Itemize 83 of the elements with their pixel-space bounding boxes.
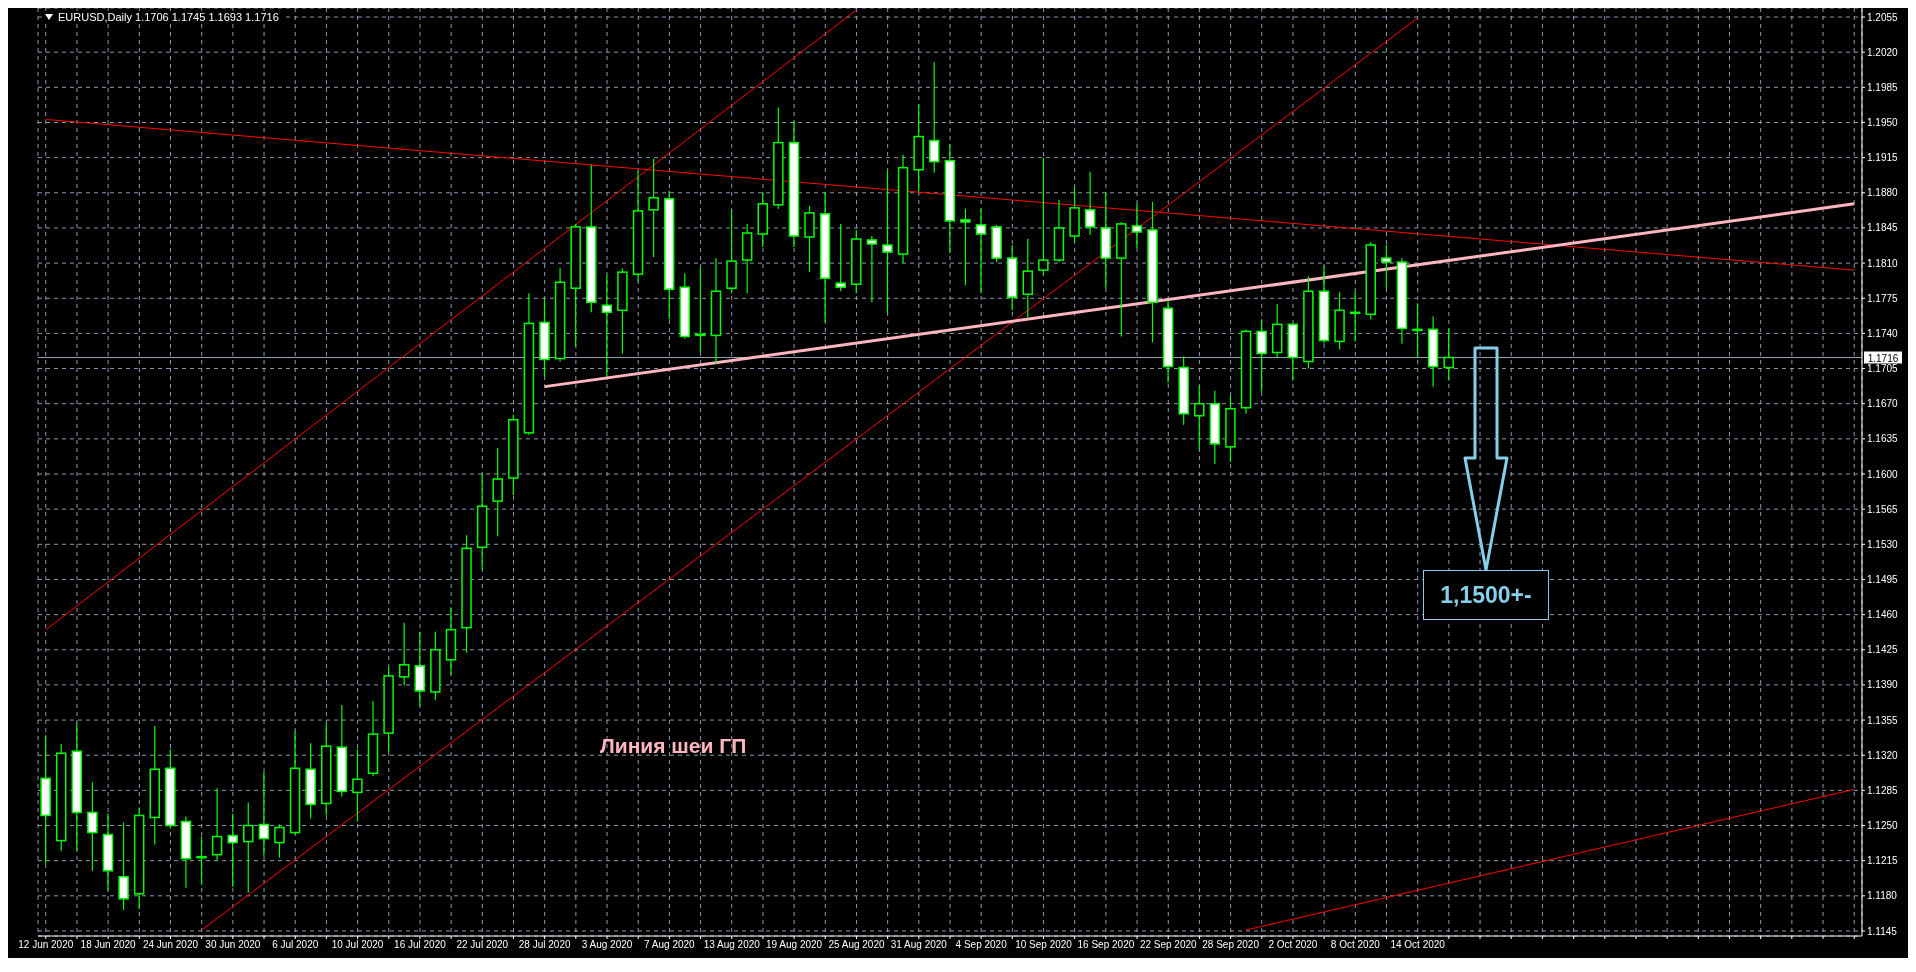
y-tick-label: 1.1285 <box>1867 784 1899 796</box>
y-tick-label: 1.1390 <box>1867 679 1899 691</box>
y-tick-label: 1.2055 <box>1867 11 1899 23</box>
y-tick-label: 1.2020 <box>1867 46 1899 58</box>
x-tick-label: 30 Jun 2020 <box>205 939 261 951</box>
candlestick <box>1194 385 1205 450</box>
x-tick-label: 7 Aug 2020 <box>644 939 696 951</box>
x-tick-label: 10 Jul 2020 <box>331 939 384 951</box>
candlestick <box>118 821 129 911</box>
y-tick-label: 1.1740 <box>1867 327 1899 339</box>
candlestick <box>1038 157 1049 276</box>
x-tick-label: 22 Jul 2020 <box>456 939 509 951</box>
ref-line-label: 1.1716 <box>1867 352 1899 364</box>
y-tick-label: 1.1705 <box>1867 363 1899 375</box>
y-tick-label: 1.1145 <box>1867 925 1898 937</box>
candlestick <box>928 61 940 174</box>
candlestick <box>352 748 363 823</box>
candlestick <box>866 235 878 303</box>
candlestick <box>211 787 223 862</box>
candlestick <box>274 823 285 859</box>
candlestick <box>601 274 613 378</box>
x-tick-label: 19 Aug 2020 <box>766 939 823 951</box>
x-tick-label: 6 Jul 2020 <box>272 939 319 951</box>
candlestick <box>882 169 893 314</box>
x-tick-label: 12 Jun 2020 <box>18 939 74 951</box>
x-tick-label: 4 Sep 2020 <box>955 939 1008 951</box>
candlestick <box>243 801 254 894</box>
candlestick <box>196 835 207 886</box>
y-tick-label: 1.1915 <box>1867 152 1899 164</box>
candlestick <box>960 208 971 286</box>
y-tick-label: 1.1845 <box>1867 222 1899 234</box>
candlestick <box>258 771 270 857</box>
y-tick-label: 1.1810 <box>1867 257 1899 269</box>
candlestick <box>492 447 503 537</box>
y-tick-label: 1.1985 <box>1867 81 1899 93</box>
y-tick-label: 1.1775 <box>1867 292 1899 304</box>
y-tick-label: 1.1215 <box>1867 855 1899 867</box>
candlestick <box>1443 327 1454 382</box>
y-tick-label: 1.1250 <box>1867 820 1899 832</box>
y-tick-label: 1.1565 <box>1867 503 1899 515</box>
y-tick-label: 1.1880 <box>1867 187 1899 199</box>
candlestick <box>1256 318 1267 393</box>
x-tick-label: 18 Jun 2020 <box>80 939 137 951</box>
x-tick-label: 31 Aug 2020 <box>890 939 948 951</box>
y-tick-label: 1.1320 <box>1867 749 1899 761</box>
x-tick-label: 22 Sep 2020 <box>1139 939 1198 951</box>
x-tick-label: 3 Aug 2020 <box>581 939 633 951</box>
candlestick <box>1131 203 1143 249</box>
chart-title: EURUSD,Daily 1.1706 1.1745 1.1693 1.1716 <box>58 11 279 23</box>
candlestick <box>975 208 987 294</box>
y-tick-label: 1.1180 <box>1867 890 1898 902</box>
candlestick <box>1381 244 1392 289</box>
annotation: Линия шеи ГП <box>600 734 747 758</box>
x-tick-label: 28 Jul 2020 <box>518 939 571 951</box>
annotation: 1,1500+- <box>1423 570 1549 620</box>
candlestick <box>227 812 238 888</box>
y-tick-label: 1.1460 <box>1867 609 1899 621</box>
y-tick-label: 1.1495 <box>1867 574 1899 586</box>
x-tick-label: 16 Sep 2020 <box>1077 939 1135 951</box>
candlestick <box>1022 238 1034 318</box>
candlestick <box>398 622 410 686</box>
y-tick-label: 1.1425 <box>1867 644 1899 656</box>
y-tick-label: 1.1950 <box>1867 117 1899 129</box>
x-tick-label: 28 Sep 2020 <box>1202 939 1260 951</box>
candlestick <box>835 223 846 292</box>
candlestick <box>1084 171 1096 236</box>
candlestick <box>87 781 98 872</box>
x-tick-label: 10 Sep 2020 <box>1015 939 1073 951</box>
y-tick-label: 1.1670 <box>1867 398 1899 410</box>
x-tick-label: 24 Jun 2020 <box>142 939 199 951</box>
candlestick <box>648 158 659 258</box>
candlestick <box>695 266 706 354</box>
x-tick-label: 13 Aug 2020 <box>703 939 761 951</box>
x-tick-label: 2 Oct 2020 <box>1268 939 1318 951</box>
y-tick-label: 1.1355 <box>1867 714 1899 726</box>
x-tick-label: 8 Oct 2020 <box>1330 939 1381 951</box>
x-tick-label: 25 Aug 2020 <box>828 939 885 951</box>
y-tick-label: 1.1635 <box>1867 433 1899 445</box>
candlestick <box>1412 302 1423 359</box>
y-tick-label: 1.1600 <box>1867 468 1899 480</box>
y-tick-label: 1.1530 <box>1867 538 1899 550</box>
x-tick-label: 16 Jul 2020 <box>394 939 447 951</box>
x-tick-label: 14 Oct 2020 <box>1390 939 1446 951</box>
